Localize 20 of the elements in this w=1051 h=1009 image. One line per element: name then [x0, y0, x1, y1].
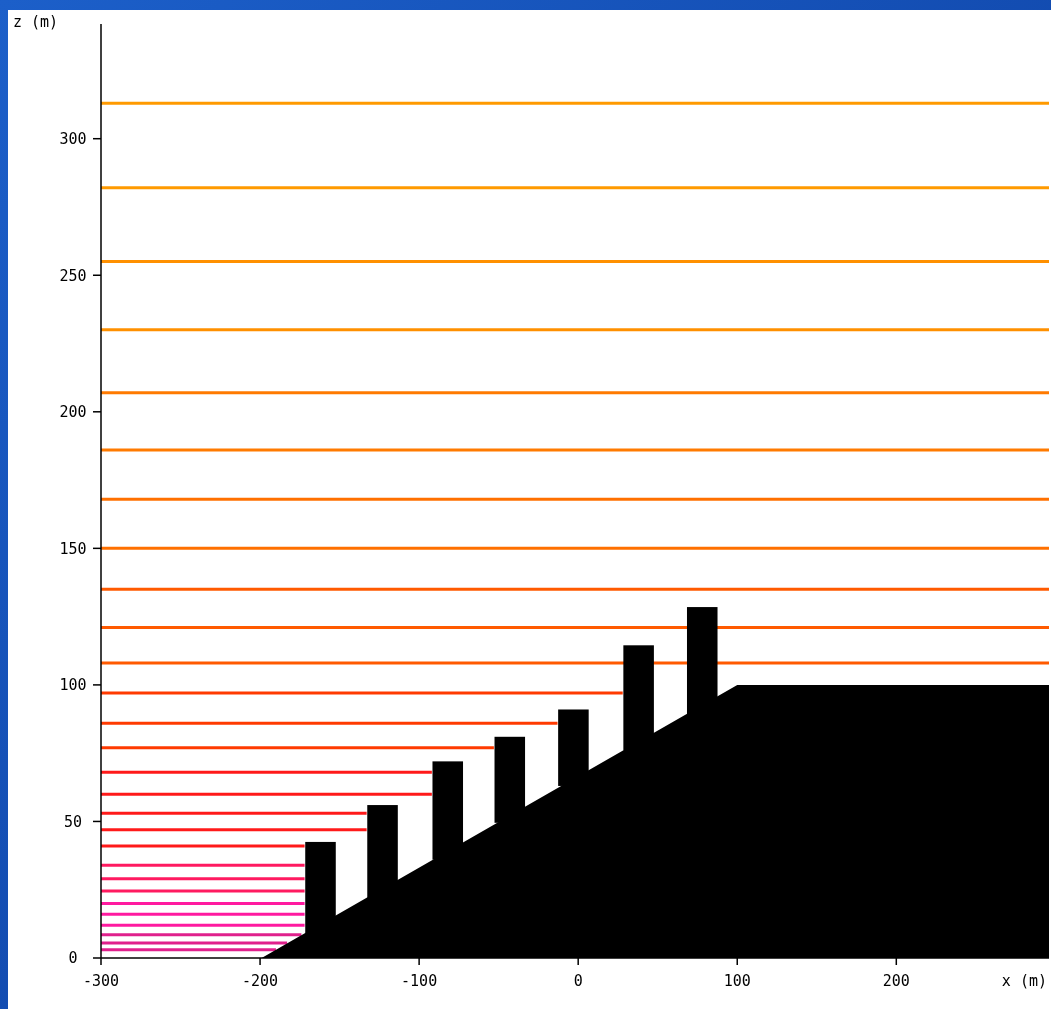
bar [558, 709, 589, 786]
y-tick-label: 250 [59, 266, 87, 285]
x-tick-label: -200 [242, 972, 279, 990]
x-tick-label: 100 [723, 972, 751, 990]
y-tick-label: 50 [63, 812, 83, 831]
x-tick-label: 200 [882, 972, 910, 990]
x-tick-label: -300 [82, 972, 120, 990]
x-tick-label: 0 [573, 972, 583, 990]
y-tick-label: 200 [59, 403, 87, 422]
y-axis-title: z (m) [13, 13, 59, 31]
bar [432, 761, 464, 860]
x-axis-title: x (m) [1001, 972, 1047, 990]
x-tick-label: -100 [401, 972, 438, 990]
y-tick-label: 100 [59, 676, 87, 695]
y-tick-label: 300 [59, 129, 87, 148]
y-tick-label: 0 [68, 949, 78, 968]
bar [305, 841, 336, 934]
y-tick-label: 150 [59, 539, 87, 558]
bar [494, 736, 526, 823]
bar [367, 805, 398, 898]
